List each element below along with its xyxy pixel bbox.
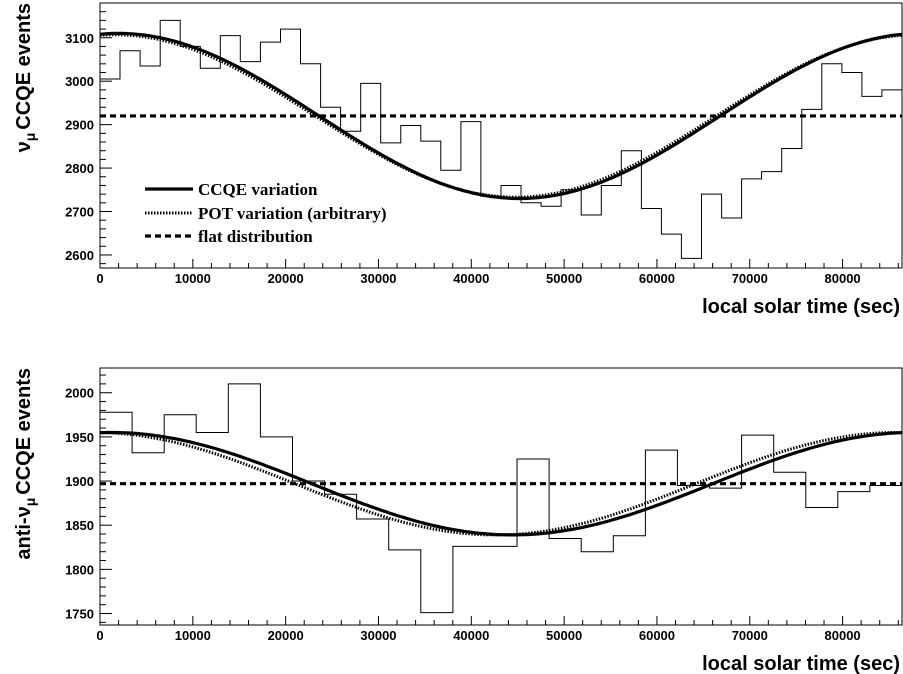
pot-variation-curve	[99, 431, 902, 537]
antinumu-y-label-subscript: μ	[22, 498, 38, 507]
x-tick-label: 10000	[175, 271, 211, 286]
x-tick-label: 20000	[268, 628, 304, 643]
x-tick-label: 40000	[453, 271, 489, 286]
y-tick-label: 1800	[65, 562, 94, 577]
antinumu-panel: 0 10000 20000 30000 40000 50000 60000 70000 8000…	[13, 367, 903, 674]
ccqe-variation-curve	[99, 430, 903, 537]
x-tick-label: 80000	[825, 628, 861, 643]
numu-y-axis-label: νμ CCQE events	[13, 3, 38, 152]
antinumu-plot-frame	[99, 367, 903, 626]
x-tick-label: 10000	[175, 628, 211, 643]
antinumu-x-axis-label: local solar time (sec)	[702, 653, 900, 674]
x-tick-label: 80000	[825, 271, 861, 286]
y-tick-label: 1950	[65, 430, 94, 445]
histogram-steps	[100, 19, 902, 259]
y-tick-label: 3100	[65, 31, 94, 46]
numu-panel: 0 10000 20000 30000 40000 50000 60000 70000 8000…	[13, 2, 903, 318]
x-tick-label: 40000	[453, 628, 489, 643]
numu-x-axis-label: local solar time (sec)	[702, 296, 900, 318]
legend-label-ccqe: CCQE variation	[198, 180, 318, 199]
x-tick-label: 70000	[732, 628, 768, 643]
y-tick-label: 2800	[65, 161, 94, 176]
antinumu-x-ticks: 0 10000 20000 30000 40000 50000 60000 70000 8000…	[96, 616, 899, 643]
y-tick-label: 2900	[65, 118, 94, 133]
x-tick-label: 0	[96, 628, 103, 643]
x-tick-label: 20000	[268, 271, 304, 286]
legend-entry-ccqe: CCQE variation	[145, 180, 318, 199]
numu-y-label-subscript: μ	[22, 133, 38, 142]
antinumu-y-axis-label: anti-νμ CCQE events	[13, 368, 38, 560]
x-tick-label: 0	[96, 271, 103, 286]
numu-y-label-rest: CCQE events	[13, 3, 35, 130]
x-tick-label: 60000	[639, 628, 675, 643]
antinumu-y-ticks: 1750 1800 1850 1900 1950 2000	[65, 374, 112, 623]
x-tick-label: 70000	[732, 271, 768, 286]
x-tick-label: 50000	[546, 628, 582, 643]
antinumu-fit-curves	[99, 430, 903, 537]
histogram-steps	[100, 383, 902, 614]
numu-histogram	[100, 19, 902, 259]
y-tick-label: 1850	[65, 518, 94, 533]
numu-plot-frame	[99, 2, 903, 269]
legend-entry-flat: flat distribution	[145, 227, 313, 246]
legend-label-pot: POT variation (arbitrary)	[198, 204, 387, 223]
legend-entry-pot: POT variation (arbitrary)	[145, 204, 387, 223]
y-tick-label: 2600	[65, 248, 94, 263]
numu-y-label-prefix: ν	[13, 141, 35, 152]
numu-legend: CCQE variation POT variation (arbitrary)…	[145, 180, 387, 246]
y-tick-label: 2700	[65, 205, 94, 220]
numu-y-ticks: 2600 2700 2800 2900 3000 3100	[65, 2, 112, 265]
y-tick-label: 3000	[65, 74, 94, 89]
x-tick-label: 60000	[639, 271, 675, 286]
antinumu-histogram	[100, 383, 902, 614]
x-tick-label: 30000	[360, 271, 396, 286]
y-tick-label: 2000	[65, 386, 94, 401]
x-tick-label: 30000	[360, 628, 396, 643]
antinumu-y-label-prefix: anti-ν	[13, 506, 35, 559]
legend-label-flat: flat distribution	[198, 227, 313, 246]
antinumu-y-label-rest: CCQE events	[13, 368, 35, 495]
x-tick-label: 50000	[546, 271, 582, 286]
numu-x-ticks: 0 10000 20000 30000 40000 50000 60000 70000 8000…	[96, 259, 899, 286]
y-tick-label: 1750	[65, 607, 94, 622]
y-tick-label: 1900	[65, 474, 94, 489]
